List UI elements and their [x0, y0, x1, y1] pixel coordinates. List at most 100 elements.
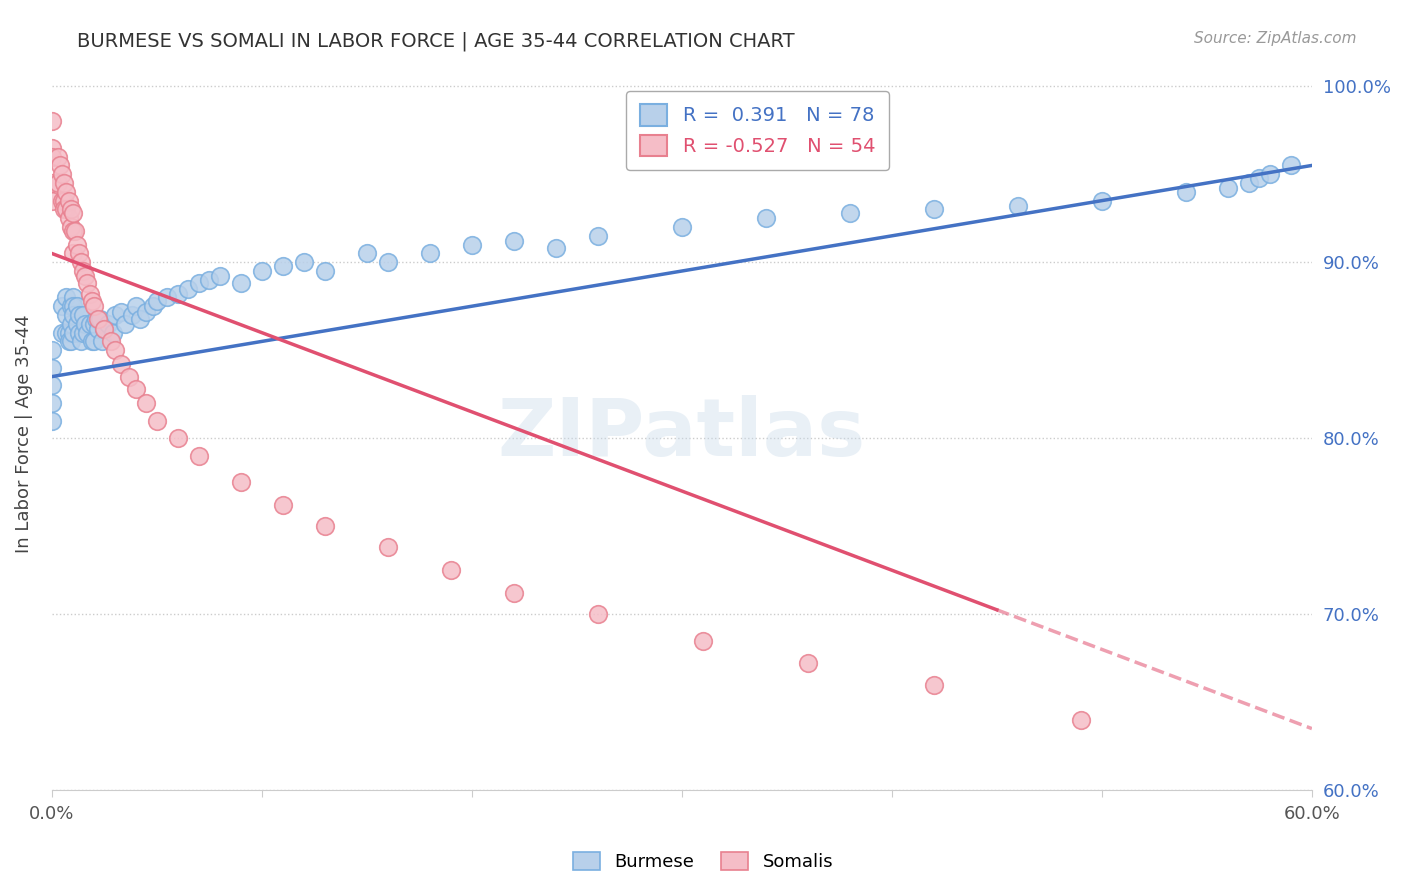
Point: [145, 293, 167, 308]
Legend: Burmese, Somalis: Burmese, Somalis: [565, 845, 841, 879]
Point: [250, 264, 273, 278]
Point: [53, 194, 76, 208]
Point: [76, 277, 98, 291]
Point: [72, 308, 94, 322]
Point: [100, 334, 122, 349]
Point: [271, 259, 294, 273]
Point: [142, 299, 165, 313]
Point: [121, 308, 143, 322]
Point: [80, 293, 103, 308]
Point: [58, 334, 80, 349]
Point: [187, 277, 209, 291]
Point: [67, 308, 90, 322]
Point: [46, 176, 69, 190]
Point: [66, 237, 89, 252]
Text: Source: ZipAtlas.com: Source: ZipAtlas.com: [1194, 31, 1357, 46]
Point: [51, 326, 73, 340]
Point: [114, 317, 136, 331]
Point: [55, 308, 77, 322]
Point: [62, 326, 84, 340]
Point: [104, 308, 127, 322]
Point: [91, 334, 114, 349]
Point: [110, 304, 132, 318]
Point: [229, 277, 252, 291]
Point: [586, 607, 609, 622]
Point: [55, 202, 77, 217]
Point: [87, 311, 110, 326]
Point: [59, 202, 82, 217]
Point: [67, 326, 90, 340]
Point: [83, 299, 105, 313]
Point: [51, 194, 73, 208]
Point: [41, 414, 63, 428]
Point: [70, 334, 93, 349]
Point: [62, 299, 84, 313]
Point: [62, 308, 84, 322]
Point: [72, 326, 94, 340]
Point: [62, 223, 84, 237]
Point: [59, 317, 82, 331]
Point: [70, 255, 93, 269]
Point: [198, 273, 221, 287]
Point: [187, 449, 209, 463]
Point: [1091, 194, 1114, 208]
Point: [89, 311, 111, 326]
Point: [62, 246, 84, 260]
Point: [1249, 170, 1271, 185]
Point: [692, 633, 714, 648]
Point: [118, 369, 141, 384]
Point: [62, 206, 84, 220]
Point: [104, 343, 127, 358]
Point: [55, 185, 77, 199]
Point: [66, 317, 89, 331]
Point: [87, 322, 110, 336]
Text: ZIPatlas: ZIPatlas: [498, 395, 866, 473]
Point: [129, 311, 152, 326]
Point: [53, 176, 76, 190]
Point: [110, 357, 132, 371]
Point: [145, 414, 167, 428]
Point: [1258, 167, 1281, 181]
Point: [1237, 176, 1260, 190]
Point: [79, 286, 101, 301]
Point: [46, 150, 69, 164]
Point: [41, 150, 63, 164]
Point: [208, 269, 231, 284]
Point: [356, 246, 378, 260]
Point: [166, 431, 188, 445]
Point: [166, 286, 188, 301]
Point: [229, 475, 252, 490]
Point: [97, 317, 120, 331]
Point: [1070, 713, 1092, 727]
Point: [271, 498, 294, 512]
Point: [72, 264, 94, 278]
Point: [314, 519, 336, 533]
Point: [41, 360, 63, 375]
Point: [922, 677, 945, 691]
Y-axis label: In Labor Force | Age 35-44: In Labor Force | Age 35-44: [15, 315, 32, 553]
Point: [41, 194, 63, 208]
Point: [49, 158, 72, 172]
Point: [79, 317, 101, 331]
Point: [135, 304, 157, 318]
Point: [440, 563, 463, 577]
Point: [51, 167, 73, 181]
Point: [156, 290, 179, 304]
Point: [59, 334, 82, 349]
Point: [671, 220, 693, 235]
Point: [377, 255, 399, 269]
Point: [93, 322, 115, 336]
Point: [177, 282, 200, 296]
Point: [41, 378, 63, 392]
Point: [41, 396, 63, 410]
Point: [80, 334, 103, 349]
Point: [76, 326, 98, 340]
Point: [135, 396, 157, 410]
Point: [51, 299, 73, 313]
Point: [53, 202, 76, 217]
Point: [101, 326, 124, 340]
Point: [1007, 199, 1029, 213]
Point: [83, 317, 105, 331]
Point: [292, 255, 315, 269]
Point: [66, 299, 89, 313]
